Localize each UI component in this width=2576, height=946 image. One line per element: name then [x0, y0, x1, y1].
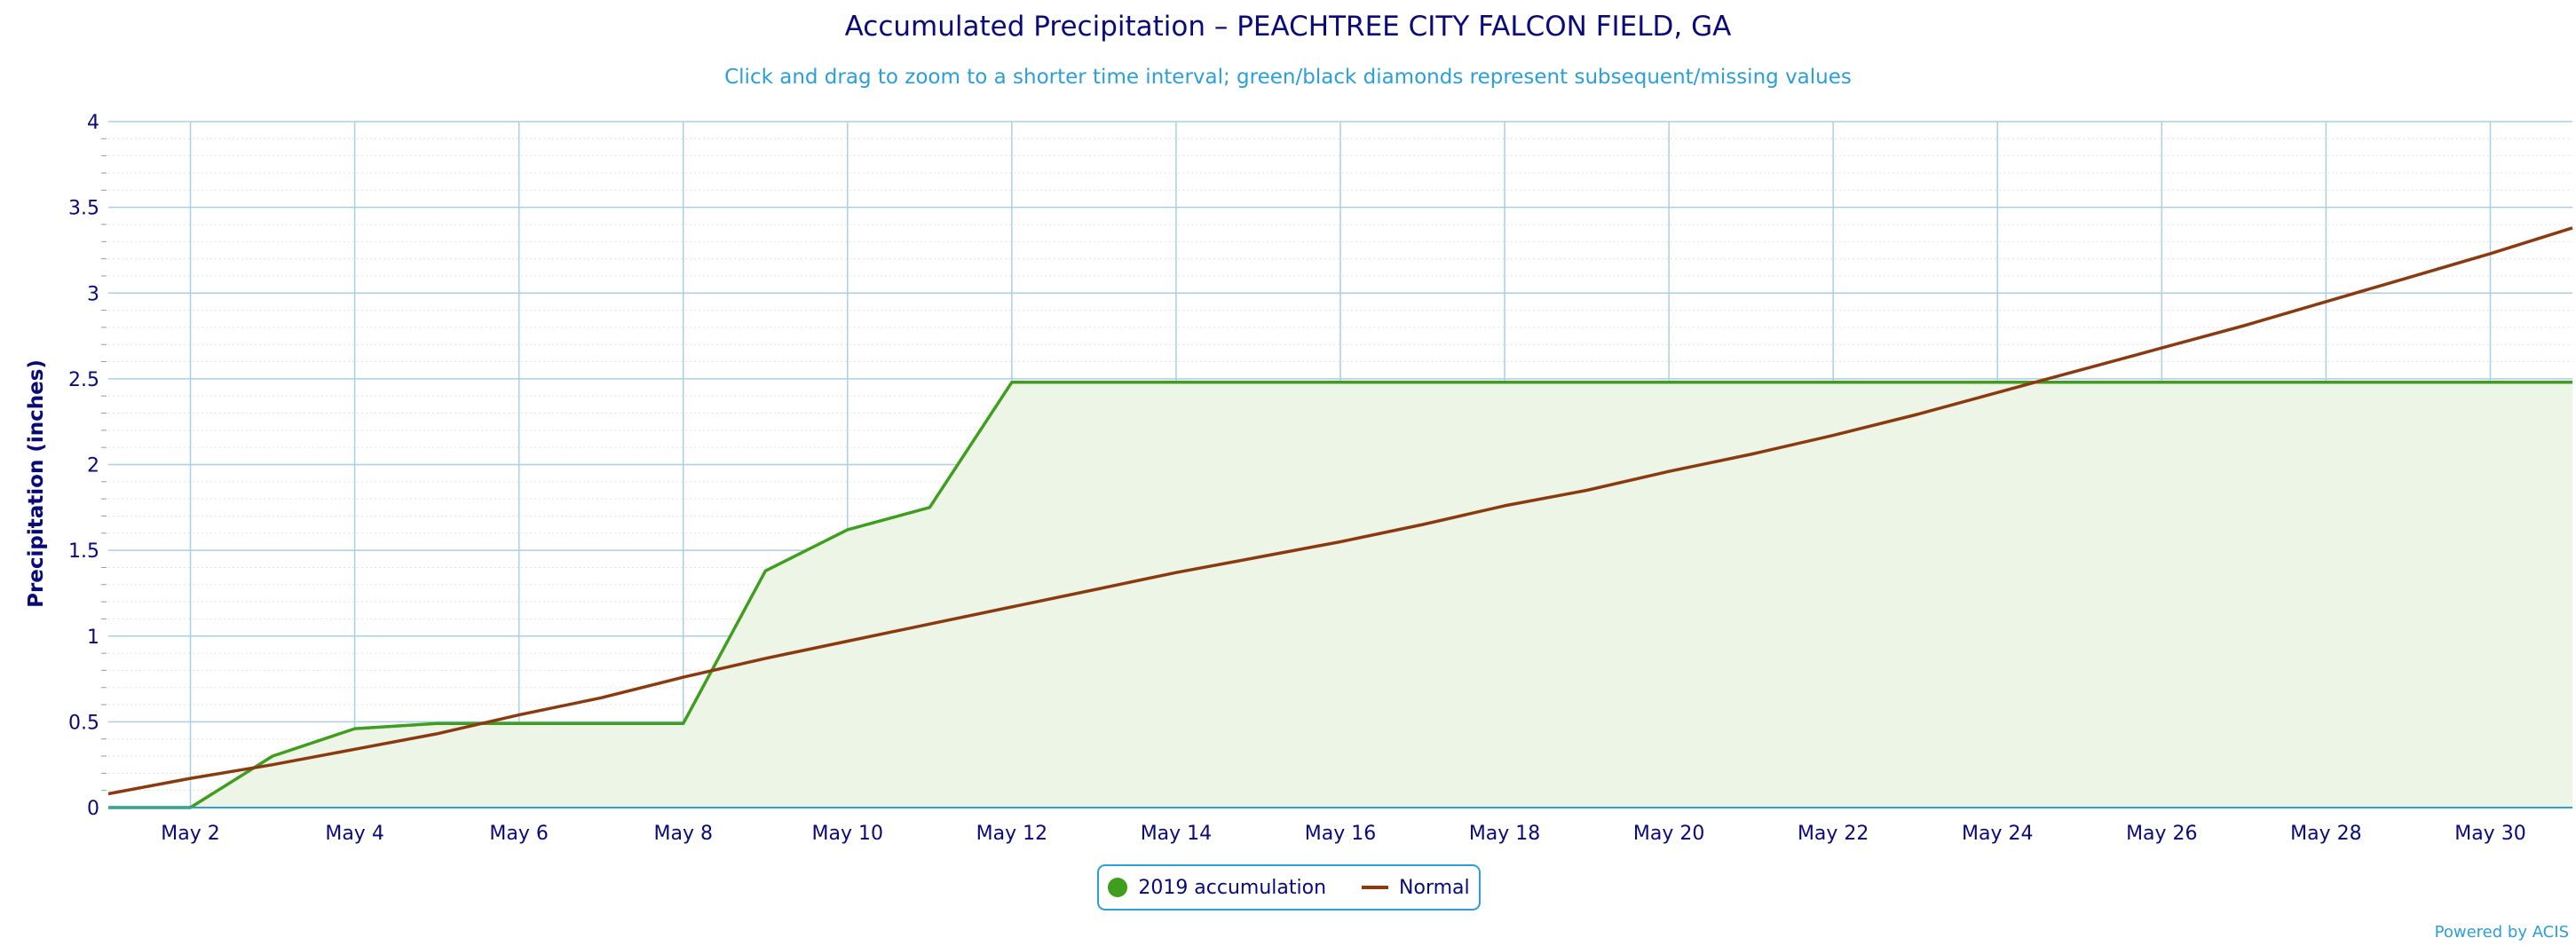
normal-line	[107, 226, 2573, 796]
x-tick-label: May 14	[1141, 823, 1212, 845]
y-tick-label: 4	[87, 112, 99, 134]
legend-item-normal[interactable]: Normal	[1362, 877, 1470, 899]
x-tick-label: May 4	[325, 823, 383, 845]
axes: 0 0.5 1 1.5 2 2.5 3 3.5 4 May 2 May 4 May 6 May 8 May…	[68, 112, 2572, 845]
x-tick-label: May 12	[976, 823, 1047, 845]
x-tick-label: May 22	[1798, 823, 1869, 845]
area-layer	[108, 382, 2572, 808]
x-tick-label: May 2	[161, 823, 219, 845]
y-tick-label: 1	[87, 627, 99, 649]
accumulation-line	[108, 380, 2572, 809]
y-tick-label: 0	[87, 798, 99, 820]
y-axis-label: Precipitation (inches)	[25, 359, 48, 608]
legend: 2019 accumulation Normal	[1097, 864, 1481, 911]
x-tick-label: May 26	[2126, 823, 2197, 845]
x-tick-label: May 20	[1633, 823, 1704, 845]
series-layer	[107, 226, 2573, 809]
legend-marker-circle-icon	[1108, 878, 1128, 897]
y-tick-label: 0.5	[68, 712, 99, 734]
chart-title: Accumulated Precipitation – PEACHTREE CI…	[844, 11, 1732, 43]
legend-label: Normal	[1399, 876, 1470, 899]
legend-item-2019-accumulation[interactable]: 2019 accumulation	[1108, 877, 1326, 899]
x-tick-label: May 18	[1469, 823, 1540, 845]
x-tick-label: May 28	[2290, 823, 2361, 845]
y-tick-label: 2.5	[68, 369, 99, 391]
chart-subtitle: Click and drag to zoom to a shorter time…	[724, 66, 1852, 89]
x-tick-label: May 10	[812, 823, 883, 845]
y-tick-label: 1.5	[68, 540, 99, 563]
x-tick-label: May 6	[489, 823, 548, 845]
series-area-0	[108, 382, 2572, 808]
x-tick-label: May 24	[1962, 823, 2033, 845]
y-tick-label: 3	[87, 283, 99, 305]
x-tick-label: May 8	[653, 823, 712, 845]
x-tick-label: May 16	[1305, 823, 1376, 845]
y-tick-label: 3.5	[68, 198, 99, 220]
x-tick-label: May 30	[2454, 823, 2525, 845]
y-tick-label: 2	[87, 455, 99, 477]
powered-by-credit[interactable]: Powered by ACIS	[2434, 923, 2569, 942]
legend-label: 2019 accumulation	[1138, 876, 1327, 899]
legend-line-icon	[1362, 886, 1389, 889]
